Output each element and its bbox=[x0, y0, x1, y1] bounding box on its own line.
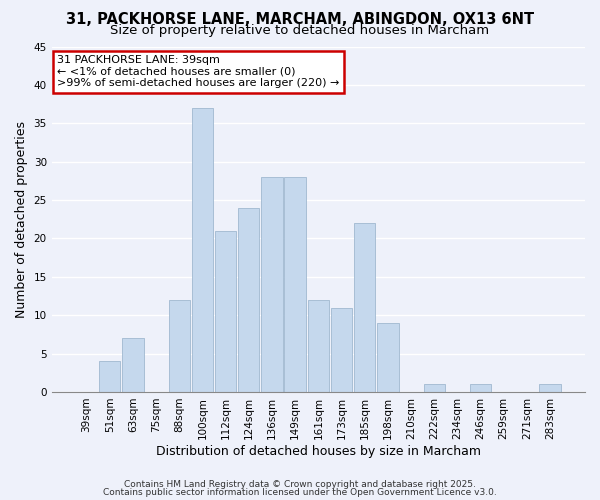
Text: Size of property relative to detached houses in Marcham: Size of property relative to detached ho… bbox=[110, 24, 490, 37]
Bar bbox=[169, 300, 190, 392]
Bar bbox=[331, 308, 352, 392]
Bar bbox=[262, 177, 283, 392]
Bar bbox=[470, 384, 491, 392]
Bar bbox=[122, 338, 143, 392]
Bar bbox=[308, 300, 329, 392]
Bar bbox=[354, 223, 376, 392]
Bar bbox=[539, 384, 561, 392]
Text: Contains public sector information licensed under the Open Government Licence v3: Contains public sector information licen… bbox=[103, 488, 497, 497]
Bar bbox=[377, 323, 398, 392]
Text: Contains HM Land Registry data © Crown copyright and database right 2025.: Contains HM Land Registry data © Crown c… bbox=[124, 480, 476, 489]
Text: 31, PACKHORSE LANE, MARCHAM, ABINGDON, OX13 6NT: 31, PACKHORSE LANE, MARCHAM, ABINGDON, O… bbox=[66, 12, 534, 28]
Text: 31 PACKHORSE LANE: 39sqm
← <1% of detached houses are smaller (0)
>99% of semi-d: 31 PACKHORSE LANE: 39sqm ← <1% of detach… bbox=[57, 55, 340, 88]
Bar bbox=[99, 362, 121, 392]
Bar bbox=[192, 108, 213, 392]
X-axis label: Distribution of detached houses by size in Marcham: Distribution of detached houses by size … bbox=[156, 444, 481, 458]
Bar bbox=[424, 384, 445, 392]
Bar bbox=[238, 208, 259, 392]
Y-axis label: Number of detached properties: Number of detached properties bbox=[15, 120, 28, 318]
Bar bbox=[215, 230, 236, 392]
Bar bbox=[284, 177, 306, 392]
